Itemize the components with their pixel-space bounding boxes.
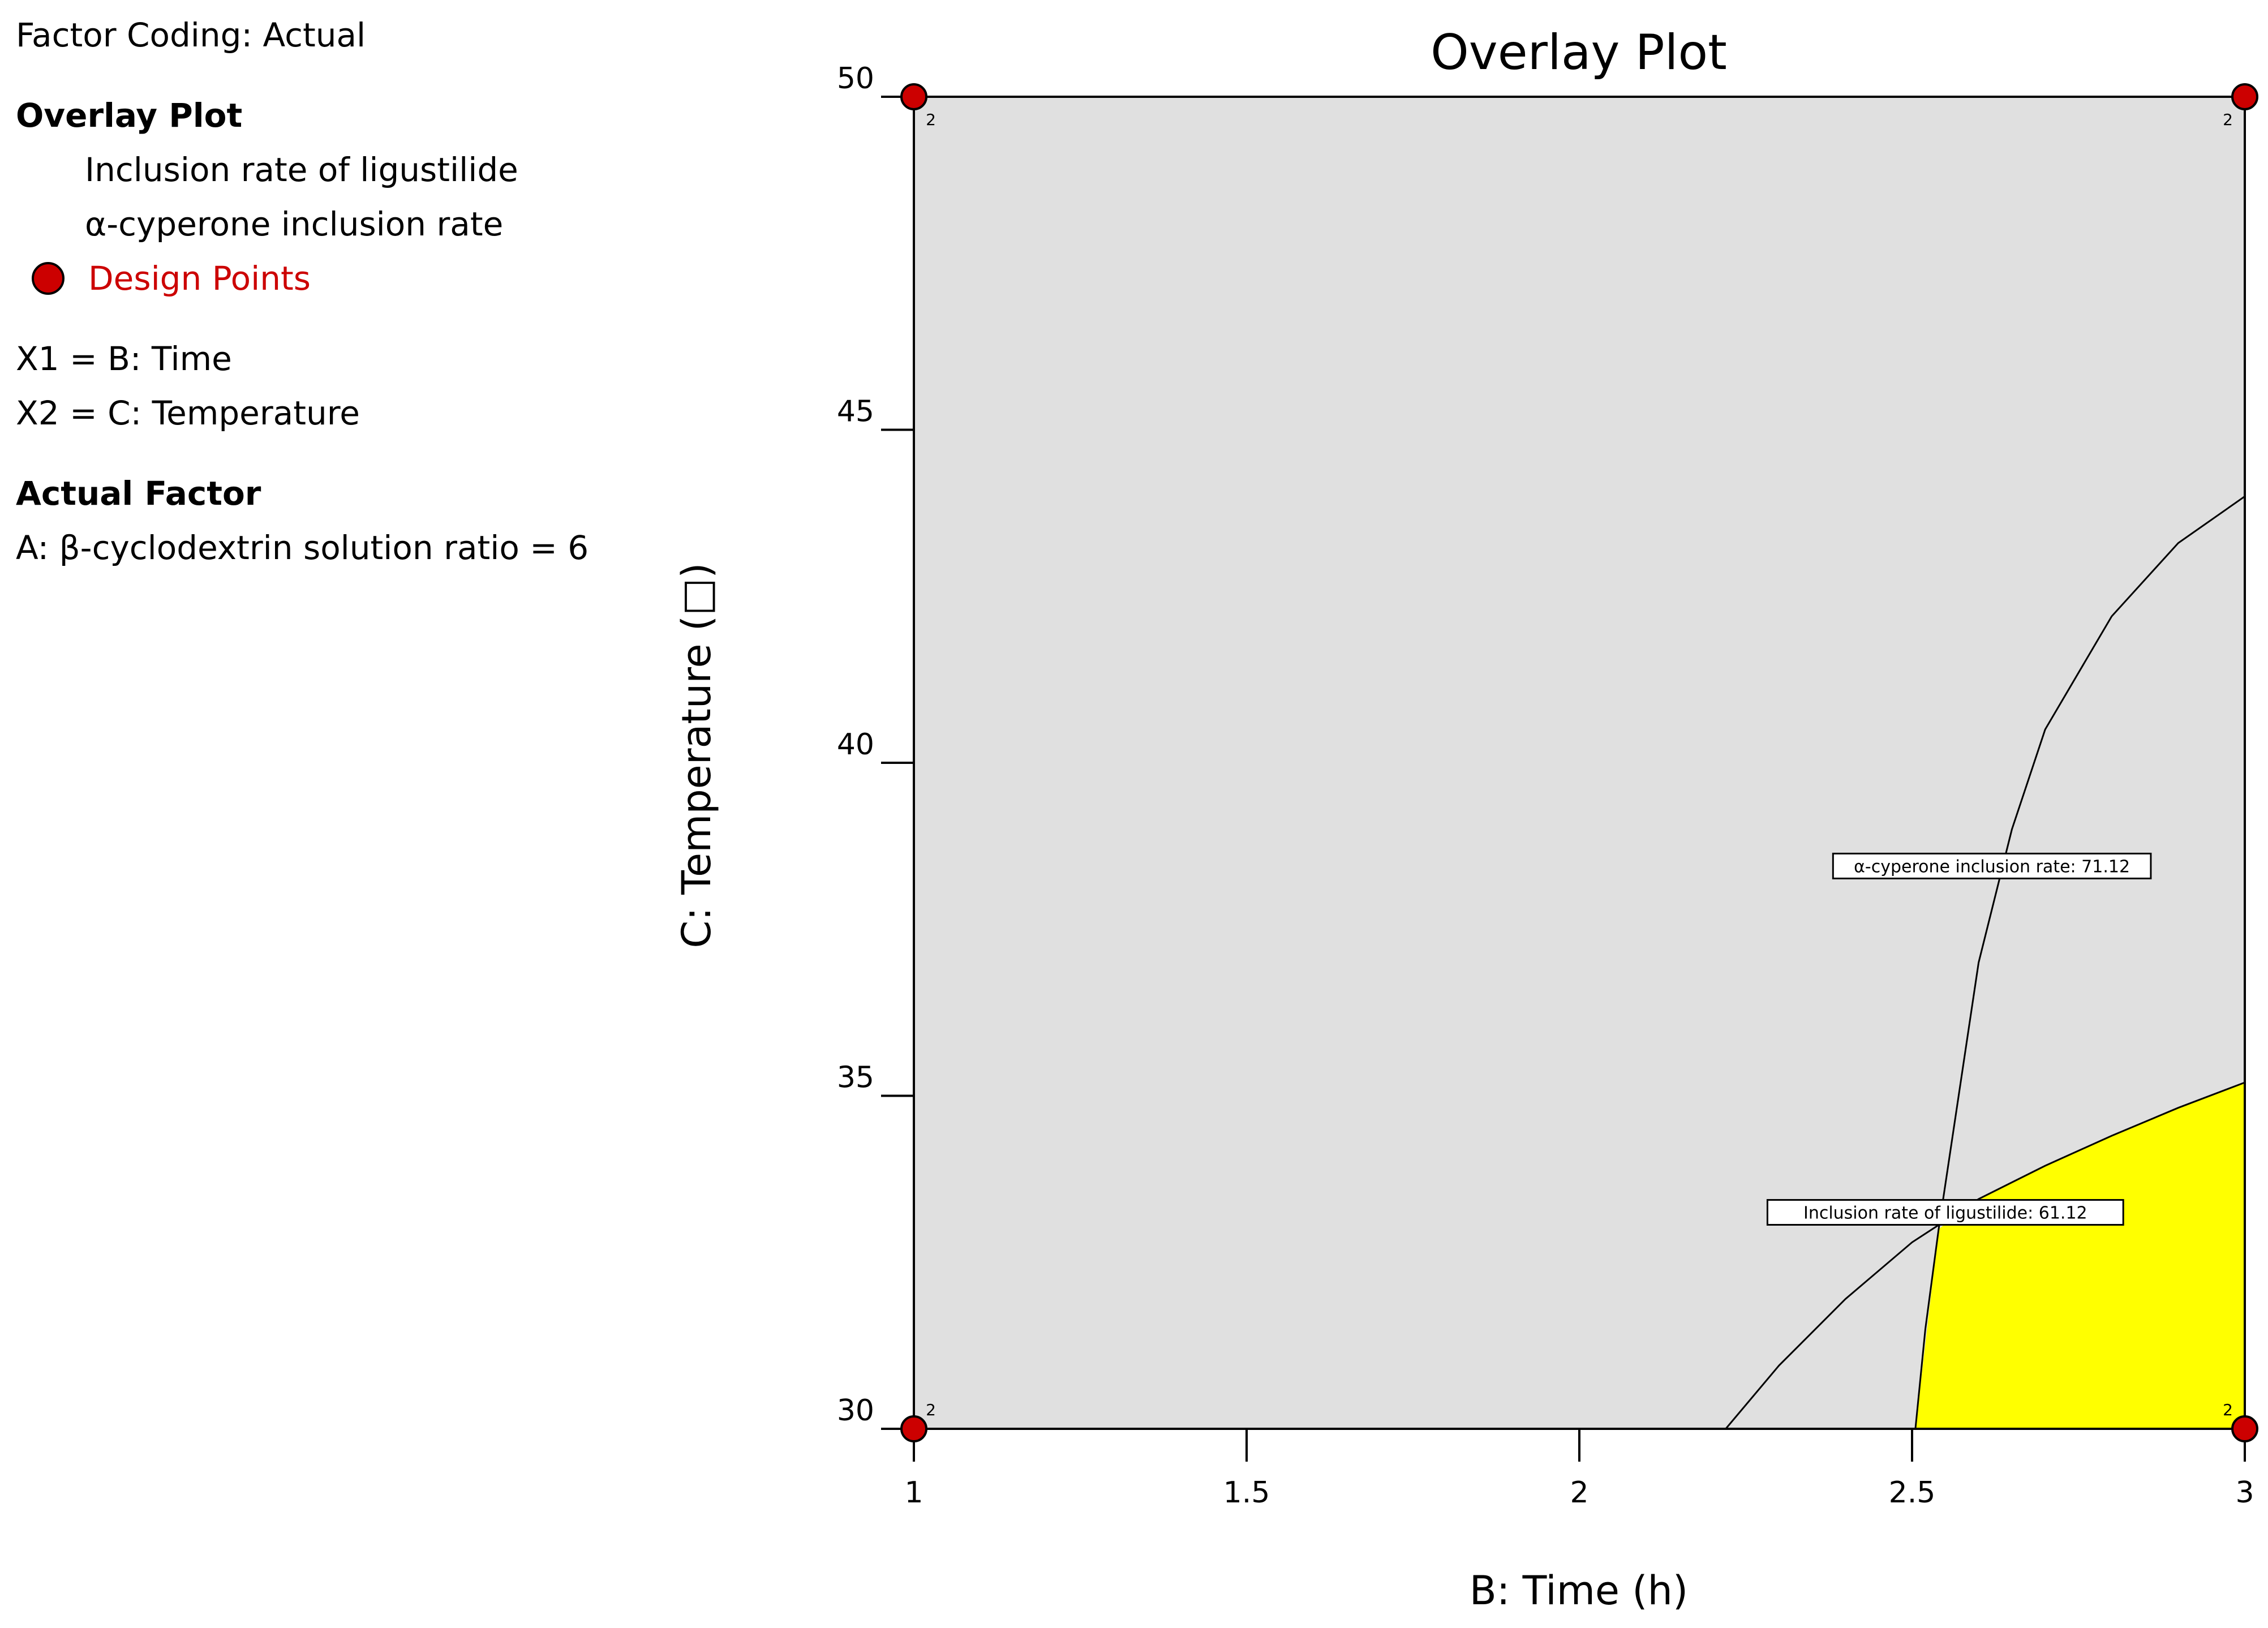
design-point <box>900 1415 927 1442</box>
design-point <box>900 83 927 110</box>
design-point-count: 2 <box>926 1401 936 1419</box>
x-tick-label: 1 <box>904 1476 923 1510</box>
y-tick-label: 30 <box>837 1394 874 1428</box>
design-point-count: 2 <box>2223 1401 2233 1419</box>
x1-definition: X1 = B: Time <box>16 340 232 378</box>
contour-line-1 <box>1725 1081 2245 1429</box>
design-points-label: Design Points <box>88 259 311 298</box>
legend-response-cyperone: α-cyperone inclusion rate <box>85 205 504 243</box>
contour-label-box-1 <box>1766 1199 2124 1226</box>
x-tick-label: 2.5 <box>1889 1476 1936 1510</box>
chart-title: Overlay Plot <box>1431 24 1727 81</box>
y-tick-label: 40 <box>837 728 874 762</box>
design-point-count: 2 <box>2223 110 2233 129</box>
y-axis-label: C: Temperature (□) <box>673 562 720 948</box>
actual-factor-value: A: β-cyclodextrin solution ratio = 6 <box>16 529 589 567</box>
x-tick-label: 3 <box>2235 1476 2254 1510</box>
y-tick-label: 35 <box>837 1061 874 1095</box>
contour-label-1: Inclusion rate of ligustilide: 61.12 <box>1803 1203 2087 1223</box>
x-tick-label: 1.5 <box>1223 1476 1270 1510</box>
overlay-plot-heading: Overlay Plot <box>16 96 243 135</box>
design-point-marker-icon <box>32 262 65 295</box>
y-tick-label: 50 <box>837 62 874 96</box>
x-tick-label: 2 <box>1570 1476 1588 1510</box>
x-axis-label: B: Time (h) <box>1470 1567 1688 1614</box>
plot-area: 1 1.5 2 2.5 3 30 35 40 45 50 Inclusion rate of lig… <box>837 62 2258 1510</box>
design-point <box>2231 83 2258 110</box>
y-tick-label: 45 <box>837 395 874 429</box>
factor-coding-text: Factor Coding: Actual <box>16 16 366 54</box>
contour-label-2: α-cyperone inclusion rate: 71.12 <box>1854 857 2130 877</box>
legend-response-ligustilide: Inclusion rate of ligustilide <box>85 151 518 189</box>
legend-panel: Factor Coding: Actual Overlay Plot Inclu… <box>16 8 638 575</box>
actual-factor-heading: Actual Factor <box>16 474 261 513</box>
feasible-region <box>1915 1083 2245 1429</box>
design-point-count: 2 <box>926 110 936 129</box>
design-point <box>2231 1415 2258 1442</box>
contour-label-box-2 <box>1832 852 2152 879</box>
x2-definition: X2 = C: Temperature <box>16 394 360 432</box>
contour-line-2 <box>1914 495 2245 1429</box>
legend-design-points: Design Points <box>16 251 638 306</box>
